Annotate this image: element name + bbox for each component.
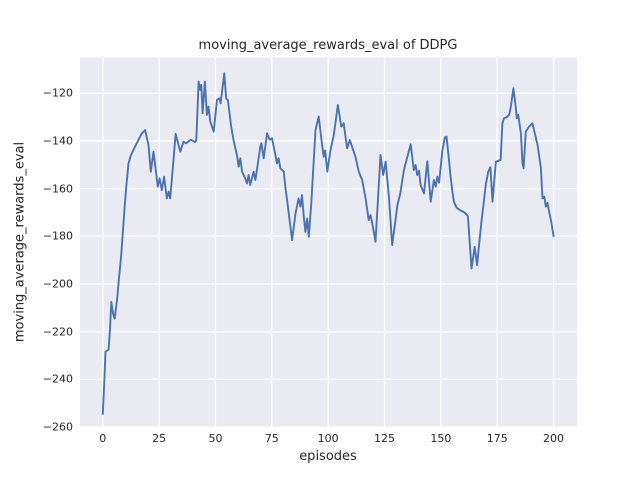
x-tick-label: 25: [152, 432, 167, 445]
x-tick-label: 125: [374, 432, 395, 445]
y-tick-label: −220: [42, 325, 73, 339]
y-tick-label: −160: [42, 182, 73, 196]
x-tick-label: 50: [208, 432, 223, 445]
chart-title: moving_average_rewards_eval of DDPG: [198, 38, 458, 53]
x-tick-label: 150: [430, 432, 452, 445]
reward-line: [101, 72, 555, 415]
y-tick-label: −120: [42, 86, 73, 100]
y-tick-label: −140: [42, 134, 73, 148]
x-tick-label: 100: [317, 432, 339, 445]
y-axis-label: moving_average_rewards_eval: [12, 141, 28, 343]
y-tick-label: −260: [42, 420, 73, 434]
y-tick-label: −240: [42, 372, 73, 386]
x-tick-label: 175: [486, 432, 508, 445]
x-tick-label: 200: [543, 432, 565, 445]
x-axis-label: episodes: [299, 449, 357, 464]
x-tick-label: 0: [99, 432, 107, 445]
x-tick-label: 75: [264, 432, 279, 445]
y-tick-label: −200: [42, 277, 73, 291]
y-tick-label: −180: [42, 229, 73, 243]
